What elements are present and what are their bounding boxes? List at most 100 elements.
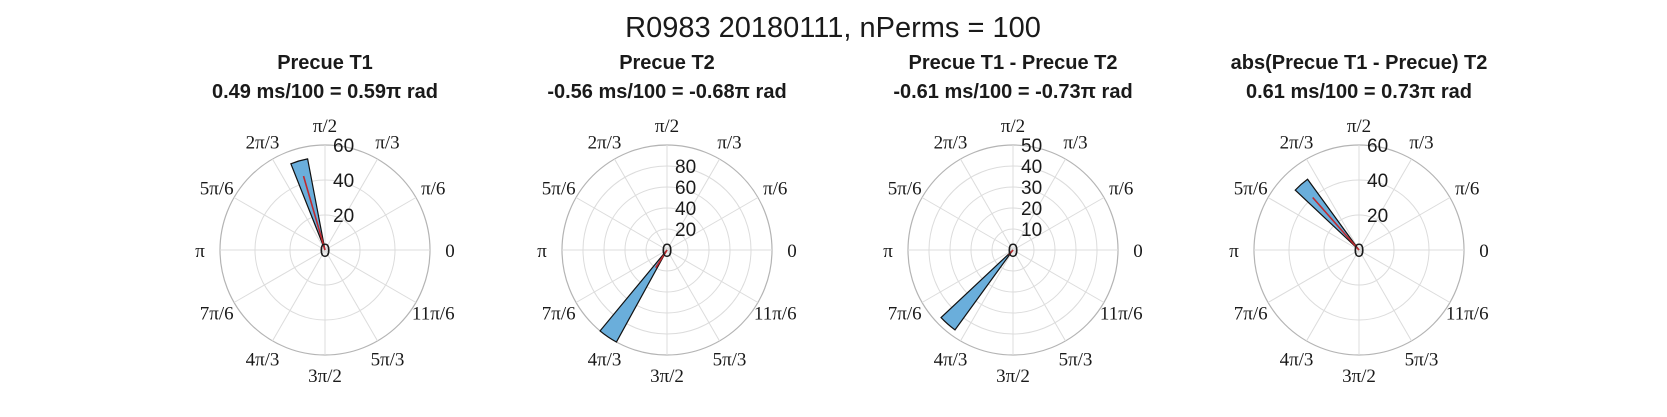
theta-tick-label: 3π/2 bbox=[308, 366, 342, 387]
theta-grid-line bbox=[666, 158, 720, 251]
r-tick-label: 30 bbox=[1021, 178, 1042, 199]
r-origin-label: 0 bbox=[320, 241, 331, 262]
panel-title: Precue T1 bbox=[277, 52, 373, 74]
theta-tick-label: 5π/6 bbox=[1234, 179, 1268, 200]
theta-tick-label: 2π/3 bbox=[588, 133, 622, 154]
panel-subtitle: -0.61 ms/100 = -0.73π rad bbox=[893, 81, 1132, 103]
polar-panel-1: 0 π/6 π/3 π/2 2π/3 5π/6 π 7π/6 4π/3 3π/2 5π/3 11π/6… bbox=[195, 52, 455, 387]
theta-tick-label: 5π/3 bbox=[713, 349, 747, 370]
theta-grid-line bbox=[324, 158, 378, 251]
theta-tick-label: 3π/2 bbox=[1342, 366, 1376, 387]
theta-grid-line bbox=[1358, 197, 1451, 251]
theta-tick-label: 0 bbox=[445, 241, 455, 262]
theta-tick-label: 4π/3 bbox=[588, 349, 622, 370]
theta-grid-line bbox=[1358, 249, 1451, 303]
theta-grid-line bbox=[272, 249, 326, 342]
r-origin-label: 0 bbox=[1008, 241, 1019, 262]
theta-grid-line bbox=[1358, 249, 1412, 342]
theta-grid-line bbox=[575, 197, 668, 251]
theta-tick-label: 4π/3 bbox=[246, 349, 280, 370]
panel-subtitle: -0.56 ms/100 = -0.68π rad bbox=[547, 81, 786, 103]
theta-tick-label: 2π/3 bbox=[246, 133, 280, 154]
theta-tick-label: 7π/6 bbox=[1234, 304, 1268, 325]
r-tick-label: 60 bbox=[333, 136, 354, 157]
theta-tick-label: 11π/6 bbox=[1446, 304, 1489, 325]
theta-grid-line bbox=[666, 249, 720, 342]
theta-tick-label: π bbox=[1229, 241, 1239, 262]
theta-tick-label: π/3 bbox=[375, 133, 399, 154]
r-tick-label: 20 bbox=[1021, 199, 1042, 220]
theta-tick-label: π/2 bbox=[1347, 116, 1371, 137]
theta-grid-line bbox=[921, 249, 1014, 303]
theta-grid-line bbox=[614, 158, 668, 251]
mean-vector-line bbox=[302, 175, 326, 251]
panel-title: Precue T1 - Precue T2 bbox=[909, 52, 1118, 74]
theta-tick-label: π/6 bbox=[421, 179, 445, 200]
r-origin-label: 0 bbox=[1354, 241, 1365, 262]
r-tick-label: 40 bbox=[675, 199, 696, 220]
theta-grid-line bbox=[1012, 249, 1105, 303]
theta-tick-label: 0 bbox=[1133, 241, 1143, 262]
r-tick-label: 40 bbox=[333, 171, 354, 192]
theta-tick-label: π/2 bbox=[313, 116, 337, 137]
theta-grid-line bbox=[666, 249, 759, 303]
theta-tick-label: π/6 bbox=[1109, 179, 1133, 200]
theta-grid-line bbox=[233, 197, 326, 251]
theta-tick-label: 3π/2 bbox=[650, 366, 684, 387]
theta-tick-label: π/6 bbox=[763, 179, 787, 200]
theta-tick-label: π/3 bbox=[1409, 133, 1433, 154]
histogram-bar bbox=[290, 158, 326, 251]
theta-grid-line bbox=[575, 249, 668, 303]
mean-vector-line bbox=[655, 249, 668, 269]
r-tick-label: 20 bbox=[675, 220, 696, 241]
r-tick-label: 80 bbox=[675, 157, 696, 178]
theta-grid-line bbox=[1267, 197, 1360, 251]
histogram-bar bbox=[940, 249, 1014, 331]
panel-subtitle: 0.49 ms/100 = 0.59π rad bbox=[212, 81, 438, 103]
theta-tick-label: 2π/3 bbox=[934, 133, 968, 154]
histogram-bar bbox=[599, 249, 668, 343]
theta-tick-label: 5π/3 bbox=[371, 349, 405, 370]
theta-grid-line bbox=[324, 249, 378, 342]
polar-panel-2: 0 π/6 π/3 π/2 2π/3 5π/6 π 7π/6 4π/3 3π/2 5π/3 11π/6… bbox=[537, 52, 797, 387]
theta-tick-label: π/3 bbox=[1063, 133, 1087, 154]
theta-tick-label: 2π/3 bbox=[1280, 133, 1314, 154]
theta-tick-label: 7π/6 bbox=[542, 304, 576, 325]
theta-tick-label: π/2 bbox=[655, 116, 679, 137]
theta-grid-line bbox=[1306, 158, 1360, 251]
theta-tick-label: 5π/3 bbox=[1059, 349, 1093, 370]
theta-grid-line bbox=[324, 197, 417, 251]
theta-tick-label: 4π/3 bbox=[1280, 349, 1314, 370]
r-origin-label: 0 bbox=[662, 241, 673, 262]
theta-tick-label: 5π/6 bbox=[200, 179, 234, 200]
theta-grid-line bbox=[666, 197, 759, 251]
theta-grid-line bbox=[272, 158, 326, 251]
r-tick-label: 40 bbox=[1021, 157, 1042, 178]
theta-tick-label: π/3 bbox=[717, 133, 741, 154]
theta-grid-line bbox=[1012, 158, 1066, 251]
figure-suptitle: R0983 20180111, nPerms = 100 bbox=[625, 12, 1041, 44]
theta-tick-label: 5π/6 bbox=[888, 179, 922, 200]
theta-tick-label: 0 bbox=[1479, 241, 1489, 262]
theta-tick-label: π bbox=[195, 241, 205, 262]
theta-tick-label: π/6 bbox=[1455, 179, 1479, 200]
r-tick-label: 40 bbox=[1367, 171, 1388, 192]
theta-tick-label: 5π/6 bbox=[542, 179, 576, 200]
theta-grid-line bbox=[1267, 249, 1360, 303]
theta-tick-label: 11π/6 bbox=[412, 304, 455, 325]
theta-grid-line bbox=[1012, 249, 1066, 342]
r-tick-label: 10 bbox=[1021, 220, 1042, 241]
theta-grid-line bbox=[233, 249, 326, 303]
mean-vector-line bbox=[1312, 196, 1360, 251]
theta-tick-label: 7π/6 bbox=[888, 304, 922, 325]
theta-tick-label: π bbox=[537, 241, 547, 262]
mean-vector-line bbox=[1008, 249, 1014, 256]
theta-grid-line bbox=[921, 197, 1014, 251]
theta-grid-line bbox=[324, 249, 417, 303]
panel-title: Precue T2 bbox=[619, 52, 715, 74]
theta-tick-label: 3π/2 bbox=[996, 366, 1030, 387]
theta-tick-label: 7π/6 bbox=[200, 304, 234, 325]
theta-tick-label: π bbox=[883, 241, 893, 262]
r-tick-label: 20 bbox=[1367, 206, 1388, 227]
